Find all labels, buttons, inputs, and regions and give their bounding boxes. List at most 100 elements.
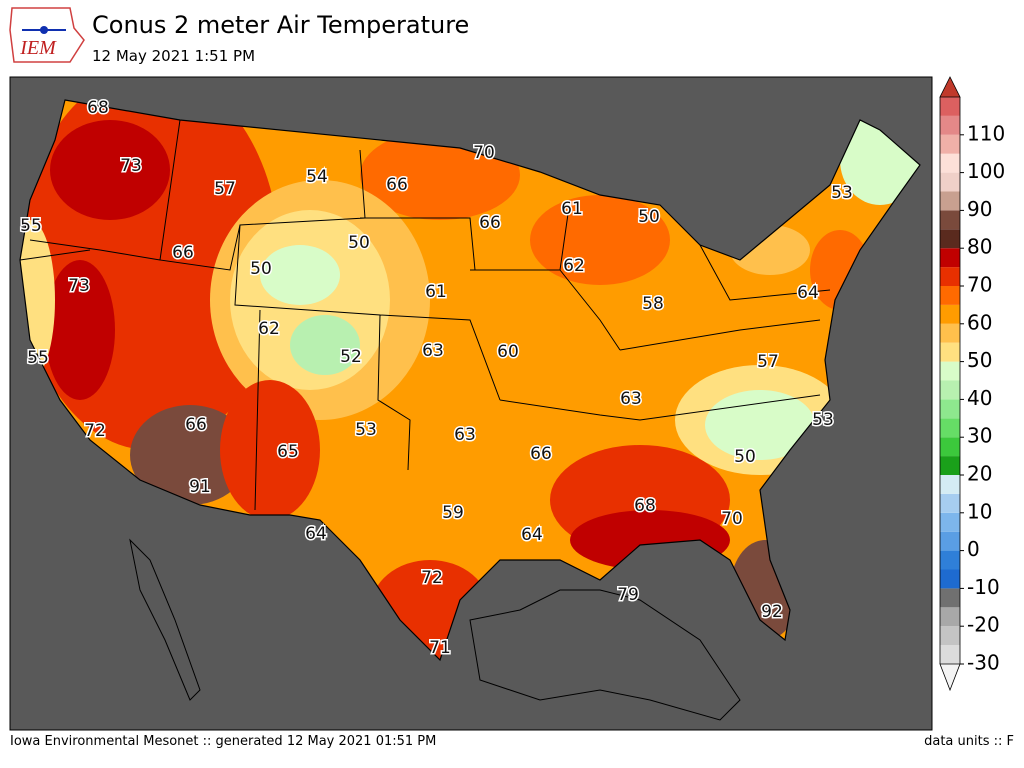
temp-label: 68 bbox=[634, 496, 656, 516]
over-triangle bbox=[939, 76, 961, 98]
temp-label: 53 bbox=[831, 183, 853, 203]
temp-label: 57 bbox=[757, 352, 779, 372]
logo: IEM bbox=[9, 7, 85, 63]
temp-label: 63 bbox=[422, 341, 444, 361]
colorbar-tick-label: 100 bbox=[967, 159, 1005, 183]
temp-label: 50 bbox=[638, 207, 660, 227]
color-band bbox=[940, 153, 960, 173]
temp-label: 55 bbox=[27, 348, 49, 368]
color-band bbox=[940, 645, 960, 664]
temp-label: 66 bbox=[530, 444, 552, 464]
temp-label: 54 bbox=[306, 167, 328, 187]
temp-label: 66 bbox=[386, 175, 408, 195]
temp-label: 64 bbox=[305, 524, 327, 544]
colorbar-tick-label: -20 bbox=[967, 613, 1000, 637]
temp-label: 68 bbox=[87, 98, 109, 118]
color-band bbox=[940, 550, 960, 570]
colorbar-tick-label: 60 bbox=[967, 310, 992, 334]
color-band bbox=[940, 475, 960, 494]
temp-label: 71 bbox=[429, 638, 451, 658]
colorbar-frame bbox=[939, 97, 961, 664]
temp-label: 91 bbox=[189, 477, 211, 497]
colorbar: -30 -20 -10 0 10 20 30 40 50 60 70 80 90 100 110 bbox=[939, 76, 1005, 692]
temp-label: 62 bbox=[258, 319, 280, 339]
color-band bbox=[940, 229, 960, 249]
colorbar-tick-label: 90 bbox=[967, 197, 992, 221]
colorbar-tick-label: 80 bbox=[967, 235, 992, 259]
footer-left: Iowa Environmental Mesonet :: generated … bbox=[10, 734, 436, 749]
temp-label: 61 bbox=[425, 282, 447, 302]
colorbar-tick-label: 0 bbox=[967, 537, 980, 561]
temp-label: 72 bbox=[421, 568, 443, 588]
temp-label: 73 bbox=[68, 276, 90, 296]
map: 68 73 57 54 66 70 66 61 50 53 55 66 50 50 62 73 61 64 58 62… bbox=[9, 76, 933, 731]
temp-label: 61 bbox=[561, 199, 583, 219]
temp-label: 63 bbox=[620, 389, 642, 409]
temp-label: 70 bbox=[473, 143, 495, 163]
under-triangle bbox=[939, 663, 961, 692]
temp-label: 58 bbox=[642, 294, 664, 314]
color-band bbox=[940, 399, 960, 419]
subtitle: 12 May 2021 1:51 PM bbox=[92, 47, 255, 65]
logo-text: IEM bbox=[19, 37, 57, 59]
color-band bbox=[940, 172, 960, 192]
temp-label: 66 bbox=[172, 243, 194, 263]
temp-label: 79 bbox=[617, 585, 639, 605]
temp-label: 64 bbox=[797, 283, 819, 303]
temp-label: 70 bbox=[721, 509, 743, 529]
color-band bbox=[940, 512, 960, 532]
colorbar-tick-label: 70 bbox=[967, 273, 992, 297]
colorbar-tick-label: 50 bbox=[967, 348, 992, 372]
temp-label: 55 bbox=[20, 216, 42, 236]
temp-label: 64 bbox=[521, 525, 543, 545]
color-band bbox=[940, 191, 960, 211]
temp-label: 59 bbox=[442, 503, 464, 523]
color-band bbox=[940, 342, 960, 362]
colorbar-tick-label: -30 bbox=[967, 651, 1000, 675]
color-band bbox=[940, 626, 960, 646]
temp-label: 73 bbox=[120, 156, 142, 176]
temp-label: 63 bbox=[454, 425, 476, 445]
temp-label: 57 bbox=[214, 179, 236, 199]
temp-label: 52 bbox=[340, 347, 362, 367]
title: Conus 2 meter Air Temperature bbox=[92, 11, 469, 39]
color-band bbox=[940, 286, 960, 305]
temp-label: 62 bbox=[563, 256, 585, 276]
temp-label: 60 bbox=[497, 342, 519, 362]
color-band bbox=[940, 267, 960, 286]
temp-label: 53 bbox=[812, 410, 834, 430]
colorbar-tick-label: 30 bbox=[967, 424, 992, 448]
color-band bbox=[940, 588, 960, 608]
temp-label: 50 bbox=[348, 233, 370, 253]
color-band bbox=[940, 304, 960, 324]
color-band bbox=[940, 248, 960, 268]
temp-label: 50 bbox=[250, 259, 272, 279]
color-band bbox=[940, 569, 960, 589]
temp-label: 50 bbox=[734, 447, 756, 467]
color-band bbox=[940, 437, 960, 457]
color-band bbox=[940, 97, 960, 116]
temp-label: 66 bbox=[479, 213, 501, 233]
color-band bbox=[940, 456, 960, 475]
temp-label: 92 bbox=[761, 602, 783, 622]
color-band bbox=[940, 418, 960, 438]
colorbar-tick-label: 40 bbox=[967, 386, 992, 410]
color-band bbox=[940, 607, 960, 627]
colorbar-tick-label: 10 bbox=[967, 499, 992, 523]
temp-label: 53 bbox=[355, 420, 377, 440]
color-band bbox=[940, 361, 960, 381]
footer-right: data units :: F bbox=[924, 734, 1014, 749]
color-band bbox=[940, 493, 960, 513]
color-band bbox=[940, 115, 960, 135]
colorbar-tick-label: 110 bbox=[967, 121, 1005, 145]
color-band bbox=[940, 531, 960, 551]
temp-label: 65 bbox=[277, 442, 299, 462]
temp-label: 66 bbox=[185, 415, 207, 435]
color-band bbox=[940, 323, 960, 343]
colorbar-tick-label: 20 bbox=[967, 462, 992, 486]
colorbar-tick-label: -10 bbox=[967, 575, 1000, 599]
color-band bbox=[940, 380, 960, 400]
temp-label: 72 bbox=[84, 421, 106, 441]
color-band bbox=[940, 210, 960, 230]
